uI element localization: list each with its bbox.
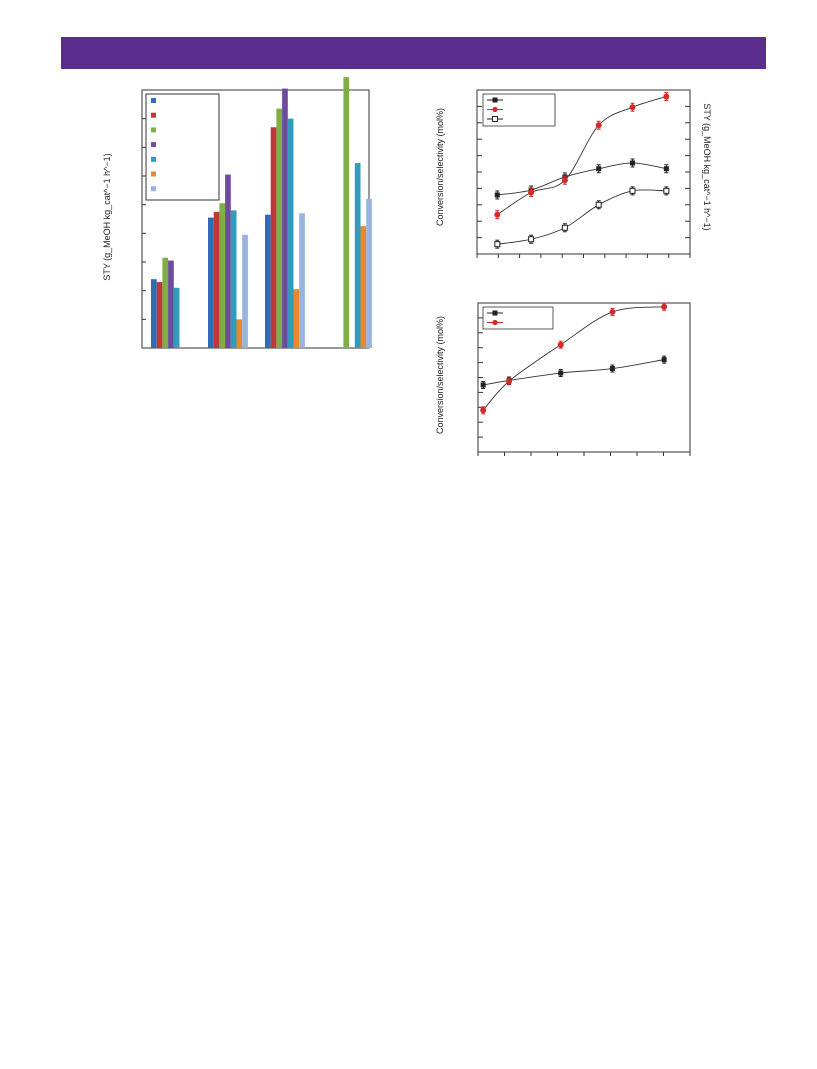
line-chart-bottom: Conversion/selectivity (mol%) xyxy=(400,295,720,470)
data-point xyxy=(630,160,636,166)
line-chart-bottom-y-axis-label: Conversion/selectivity (mol%) xyxy=(435,315,445,435)
line-chart-top-right-y-axis-label: STY (g_MeOH kg_cat^−1 h^−1) xyxy=(702,103,712,231)
series-line xyxy=(497,189,667,245)
data-point xyxy=(663,93,670,100)
data-point xyxy=(663,166,669,172)
legend-swatch xyxy=(151,112,156,118)
data-point xyxy=(561,177,568,184)
bar xyxy=(343,77,350,348)
data-point xyxy=(561,224,568,231)
data-point xyxy=(528,236,535,243)
bar xyxy=(173,287,180,348)
bar xyxy=(168,260,174,348)
bar xyxy=(366,198,372,348)
legend-marker xyxy=(492,310,498,316)
data-point xyxy=(595,201,602,208)
data-point xyxy=(494,211,501,218)
data-point xyxy=(557,341,564,348)
data-point xyxy=(480,382,486,388)
legend-swatch xyxy=(151,156,156,162)
data-point xyxy=(629,104,636,111)
legend-swatch xyxy=(151,127,156,133)
data-point xyxy=(609,308,616,315)
bar-chart-y-axis-label: STY (g_MeOH kg_cat^−1 h^−1) xyxy=(102,153,112,281)
bar-chart-plot xyxy=(141,77,372,349)
bar xyxy=(276,108,283,348)
bar xyxy=(360,226,367,348)
bar xyxy=(242,234,248,348)
legend-box xyxy=(145,93,220,201)
bar xyxy=(354,163,361,348)
data-point xyxy=(528,189,535,196)
bar xyxy=(219,203,226,348)
bar xyxy=(236,319,243,348)
bar xyxy=(151,279,157,348)
data-point xyxy=(558,370,564,376)
data-point xyxy=(661,303,668,310)
series-line xyxy=(497,162,667,196)
bar xyxy=(282,88,288,349)
bar xyxy=(208,217,214,348)
line-chart-top-plot xyxy=(476,89,691,258)
bar xyxy=(156,282,163,348)
data-point xyxy=(506,378,513,385)
legend-swatch xyxy=(151,186,156,192)
bar xyxy=(287,118,294,348)
data-point xyxy=(480,407,487,414)
bar xyxy=(270,127,277,348)
legend-marker xyxy=(492,106,498,113)
data-point xyxy=(661,357,667,363)
legend-marker xyxy=(492,97,498,103)
data-point xyxy=(609,366,615,372)
legend-swatch xyxy=(151,171,156,177)
data-point xyxy=(494,241,501,248)
data-point xyxy=(595,122,602,129)
bar xyxy=(299,213,305,348)
legend-swatch xyxy=(151,98,156,103)
legend-marker xyxy=(492,116,498,122)
bar-chart: STY (g_MeOH kg_cat^−1 h^−1) xyxy=(95,77,385,372)
data-point xyxy=(494,192,500,198)
bar xyxy=(162,257,169,348)
bar xyxy=(225,174,231,348)
line-chart-top-y-axis-label: Conversion/selectivity (mol%) xyxy=(435,107,445,227)
bar xyxy=(230,210,237,348)
bar xyxy=(213,211,220,348)
line-chart-top: Conversion/selectivity (mol%) STY (g_MeO… xyxy=(400,82,740,267)
header-band xyxy=(61,37,766,69)
legend-swatch xyxy=(151,142,156,148)
bar xyxy=(265,214,271,348)
bar xyxy=(293,289,300,348)
data-point xyxy=(596,166,602,172)
legend-box xyxy=(482,306,554,330)
line-chart-bottom-plot xyxy=(477,302,691,456)
legend-marker xyxy=(492,319,498,326)
data-point xyxy=(629,187,636,194)
data-point xyxy=(663,187,670,194)
